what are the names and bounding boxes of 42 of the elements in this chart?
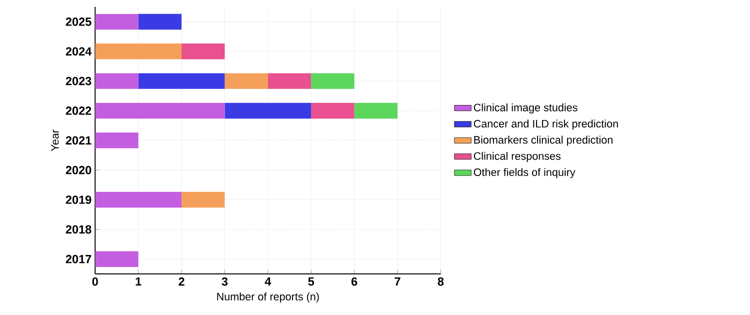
bar: [224, 73, 268, 89]
y-tick-label: 2021: [66, 136, 92, 144]
y-tick-label: 2018: [66, 225, 92, 234]
y-tick-label: 2017: [66, 254, 92, 264]
y-tick-label: 2022: [66, 106, 92, 115]
legend-label: Clinical responses: [474, 152, 561, 162]
legend-label: Other fields of inquiry: [474, 168, 576, 178]
x-tick-label: 8: [438, 277, 444, 286]
x-tick-label: 7: [394, 277, 400, 286]
bar: [354, 102, 398, 119]
x-tick-label: 5: [308, 277, 314, 286]
bar: [224, 102, 312, 119]
bar: [138, 14, 182, 30]
y-tick-label: 2020: [66, 166, 92, 174]
bar: [95, 102, 225, 119]
bar: [138, 73, 225, 89]
x-tick-label: 6: [351, 277, 358, 286]
bar: [95, 251, 138, 267]
bar: [95, 14, 138, 30]
legend-label: Biomarkers clinical prediction: [474, 136, 612, 146]
bar: [95, 192, 182, 208]
y-tick-label: 2023: [66, 76, 92, 86]
x-axis-title: Number of reports (n): [217, 292, 319, 302]
y-axis-title: Year: [51, 130, 59, 151]
y-tick-label: 2025: [66, 17, 92, 26]
bar: [311, 73, 354, 89]
legend-label: Clinical image studies: [474, 103, 578, 114]
bar: [95, 132, 138, 148]
x-tick-label: 2: [178, 277, 184, 286]
bar: [95, 43, 182, 60]
y-tick-label: 2019: [66, 196, 92, 204]
bar: [95, 73, 138, 89]
x-tick-label: 3: [222, 277, 228, 286]
x-tick-label: 1: [136, 277, 142, 286]
bar: [268, 73, 312, 89]
y-tick-label: 2024: [66, 47, 92, 56]
bar: [182, 192, 225, 208]
x-tick-label: 4: [264, 277, 272, 286]
bar: [182, 43, 225, 60]
x-tick-label: 0: [92, 277, 98, 286]
bar: [311, 102, 354, 119]
legend-label: Cancer and ILD risk prediction: [474, 120, 618, 130]
